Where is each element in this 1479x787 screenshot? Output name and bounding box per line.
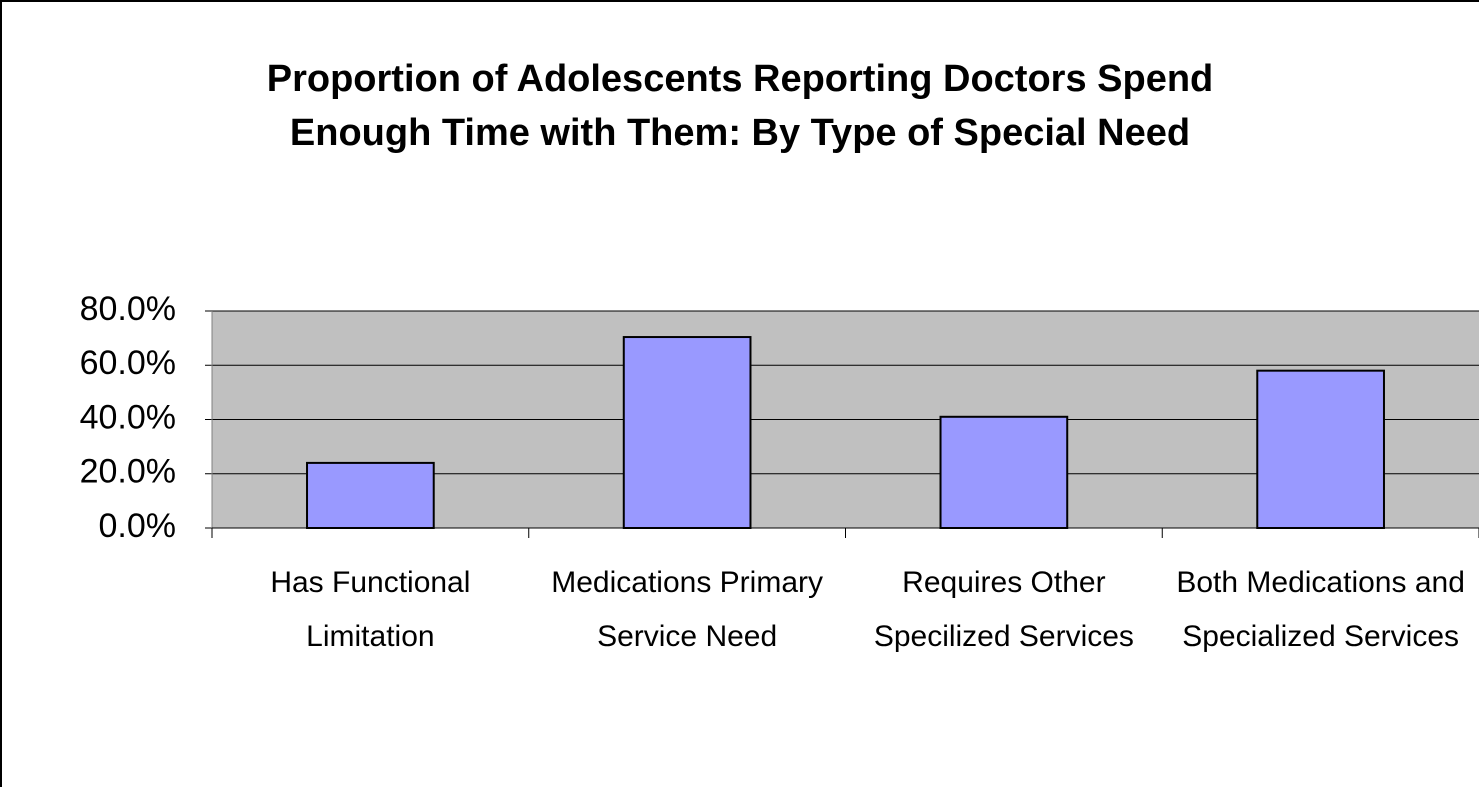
x-tick-label: Both Medications and Specialized Service… bbox=[1176, 566, 1465, 653]
y-tick-label: 60.0% bbox=[80, 344, 176, 382]
x-tick-label: Requires Other Specilized Services bbox=[873, 566, 1134, 653]
bar bbox=[939, 415, 1069, 530]
bar bbox=[622, 336, 752, 530]
y-tick-label: 20.0% bbox=[80, 453, 176, 491]
x-tick-label: Has Functional Limitation bbox=[270, 566, 471, 653]
bar bbox=[306, 461, 435, 529]
y-tick-label: 80.0% bbox=[80, 290, 176, 328]
chart-title: Proportion of Adolescents Reporting Doct… bbox=[266, 58, 1214, 154]
y-tick-label: 0.0% bbox=[99, 507, 177, 545]
y-tick-label: 40.0% bbox=[80, 398, 176, 436]
bar bbox=[1256, 369, 1385, 529]
x-tick-label: Medications Primary Service Need bbox=[551, 566, 823, 653]
